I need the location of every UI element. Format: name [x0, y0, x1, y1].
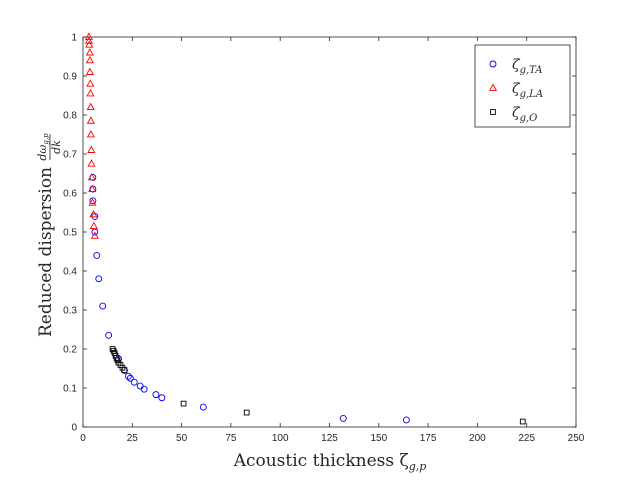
- legend-label: ζg,O: [512, 105, 537, 124]
- legend: ζg,TA ζg,LA ζg,O: [474, 44, 571, 128]
- svg-text:dk: dk: [50, 140, 63, 154]
- y-tick-label: 1: [71, 33, 77, 44]
- data-point: [93, 251, 101, 259]
- x-tick-label: 150: [370, 433, 387, 444]
- data-point: [86, 79, 95, 87]
- data-point: [140, 385, 148, 393]
- data-point: [243, 409, 250, 416]
- y-tick-label: 0.5: [63, 228, 77, 239]
- data-point: [90, 231, 99, 239]
- series-go: [109, 346, 526, 425]
- data-point: [105, 331, 113, 339]
- data-point: [85, 67, 94, 75]
- data-point: [87, 172, 96, 181]
- y-tick-label: 0.8: [63, 111, 77, 122]
- svg-text:Reduced dispersion: Reduced dispersion: [36, 167, 56, 337]
- data-point: [88, 184, 97, 192]
- data-point: [89, 221, 98, 230]
- data-point: [158, 394, 166, 402]
- y-tick-label: 0.9: [63, 72, 77, 83]
- legend-label: ζg,LA: [512, 81, 543, 100]
- x-tick-label: 25: [127, 433, 139, 444]
- y-tick-label: 0.1: [63, 384, 77, 395]
- x-tick-label: 175: [420, 433, 437, 444]
- x-tick-label: 200: [469, 433, 486, 444]
- data-point: [89, 197, 97, 205]
- y-tick-label: 0: [71, 423, 77, 434]
- svg-text:dωg,p: dωg,p: [36, 133, 50, 161]
- data-point: [84, 32, 93, 40]
- x-tick-label: 225: [518, 433, 535, 444]
- data-point: [85, 48, 94, 56]
- data-point: [99, 302, 107, 310]
- data-point: [339, 414, 347, 422]
- data-point: [85, 55, 94, 64]
- legend-marker: [490, 109, 496, 115]
- data-point: [87, 145, 96, 153]
- data-point: [85, 40, 94, 48]
- data-point: [88, 198, 97, 206]
- y-tick-label: 0.7: [63, 150, 77, 161]
- data-point: [121, 367, 128, 373]
- data-point: [89, 209, 98, 218]
- data-point: [126, 374, 134, 382]
- legend-marker: [488, 83, 498, 91]
- data-point: [130, 378, 138, 386]
- x-tick-label: 75: [225, 433, 237, 444]
- data-point: [86, 116, 95, 124]
- data-point: [87, 159, 96, 167]
- legend-marker: [489, 60, 497, 68]
- y-tick-label: 0.4: [63, 267, 77, 278]
- x-tick-label: 250: [568, 433, 585, 444]
- x-axis-label: Acoustic thickness ζg,p: [233, 451, 427, 473]
- data-point: [86, 129, 95, 138]
- y-tick-label: 0.2: [63, 345, 77, 356]
- x-tick-label: 0: [80, 433, 86, 444]
- data-point: [95, 275, 103, 283]
- data-point: [86, 89, 95, 97]
- series-gla: [84, 32, 99, 239]
- data-point: [86, 102, 95, 111]
- y-axis-label: Reduced dispersion dωg,p dk: [36, 133, 63, 337]
- legend-label: ζg,TA: [512, 57, 543, 76]
- y-tick-label: 0.6: [63, 189, 77, 200]
- x-tick-label: 50: [176, 433, 188, 444]
- data-point: [519, 418, 526, 425]
- data-point: [199, 403, 207, 411]
- x-tick-label: 100: [272, 433, 289, 444]
- x-tick-label: 125: [321, 433, 338, 444]
- data-point: [152, 391, 160, 399]
- data-point: [402, 416, 410, 424]
- data-point: [124, 372, 132, 380]
- data-point: [180, 400, 187, 407]
- data-point: [84, 36, 93, 44]
- y-tick-label: 0.3: [63, 306, 77, 317]
